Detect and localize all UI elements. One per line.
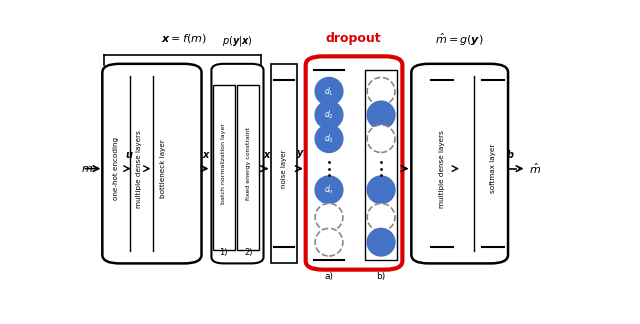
Text: $\boldsymbol{x} = f(m)$: $\boldsymbol{x} = f(m)$ xyxy=(161,32,207,45)
Text: noise layer: noise layer xyxy=(281,149,287,188)
Bar xyxy=(365,70,397,260)
Text: $\boldsymbol{x}$: $\boldsymbol{x}$ xyxy=(263,150,272,160)
Text: multiple dense layers: multiple dense layers xyxy=(439,130,445,208)
Ellipse shape xyxy=(367,125,395,153)
FancyBboxPatch shape xyxy=(306,56,403,270)
Text: 2): 2) xyxy=(244,248,252,257)
Text: $\boldsymbol{u}$: $\boldsymbol{u}$ xyxy=(125,150,133,160)
Text: $d_3$: $d_3$ xyxy=(324,133,334,145)
Bar xyxy=(213,85,235,250)
Text: dropout: dropout xyxy=(326,32,381,45)
Ellipse shape xyxy=(367,101,395,129)
Text: $\hat{m} = g(\boldsymbol{y})$: $\hat{m} = g(\boldsymbol{y})$ xyxy=(435,31,484,48)
Text: $\hat{m}$: $\hat{m}$ xyxy=(529,161,541,176)
Bar xyxy=(271,64,297,263)
Text: a): a) xyxy=(324,272,333,281)
Text: b): b) xyxy=(376,272,386,281)
Text: batch normalization layer: batch normalization layer xyxy=(221,123,227,204)
Text: $d_1$: $d_1$ xyxy=(324,85,334,98)
Bar xyxy=(237,85,259,250)
Ellipse shape xyxy=(367,176,395,203)
Ellipse shape xyxy=(367,203,395,231)
Text: $\boldsymbol{b}$: $\boldsymbol{b}$ xyxy=(506,148,515,160)
Text: $\boldsymbol{y}$: $\boldsymbol{y}$ xyxy=(296,148,305,160)
Text: $\boldsymbol{x}$: $\boldsymbol{x}$ xyxy=(202,150,211,160)
Ellipse shape xyxy=(315,125,343,153)
FancyBboxPatch shape xyxy=(102,64,202,263)
Ellipse shape xyxy=(315,228,343,256)
Text: one-hot encoding: one-hot encoding xyxy=(113,137,118,200)
Text: multiple dense layers: multiple dense layers xyxy=(136,130,141,208)
Text: $d_n$: $d_n$ xyxy=(324,184,334,196)
Text: $d_2$: $d_2$ xyxy=(324,109,334,121)
Ellipse shape xyxy=(367,228,395,256)
Ellipse shape xyxy=(367,77,395,105)
Text: fixed energy constraint: fixed energy constraint xyxy=(246,127,251,200)
FancyBboxPatch shape xyxy=(412,64,508,263)
Ellipse shape xyxy=(315,176,343,203)
Text: 1): 1) xyxy=(220,248,228,257)
FancyBboxPatch shape xyxy=(211,64,264,263)
Ellipse shape xyxy=(315,101,343,129)
Text: bottleneck layer: bottleneck layer xyxy=(161,139,166,198)
Text: softmax layer: softmax layer xyxy=(490,144,495,193)
Ellipse shape xyxy=(315,203,343,231)
Ellipse shape xyxy=(315,77,343,105)
Text: $p(\boldsymbol{y}|\boldsymbol{x})$: $p(\boldsymbol{y}|\boldsymbol{x})$ xyxy=(222,34,253,48)
Text: $m$: $m$ xyxy=(81,164,93,174)
